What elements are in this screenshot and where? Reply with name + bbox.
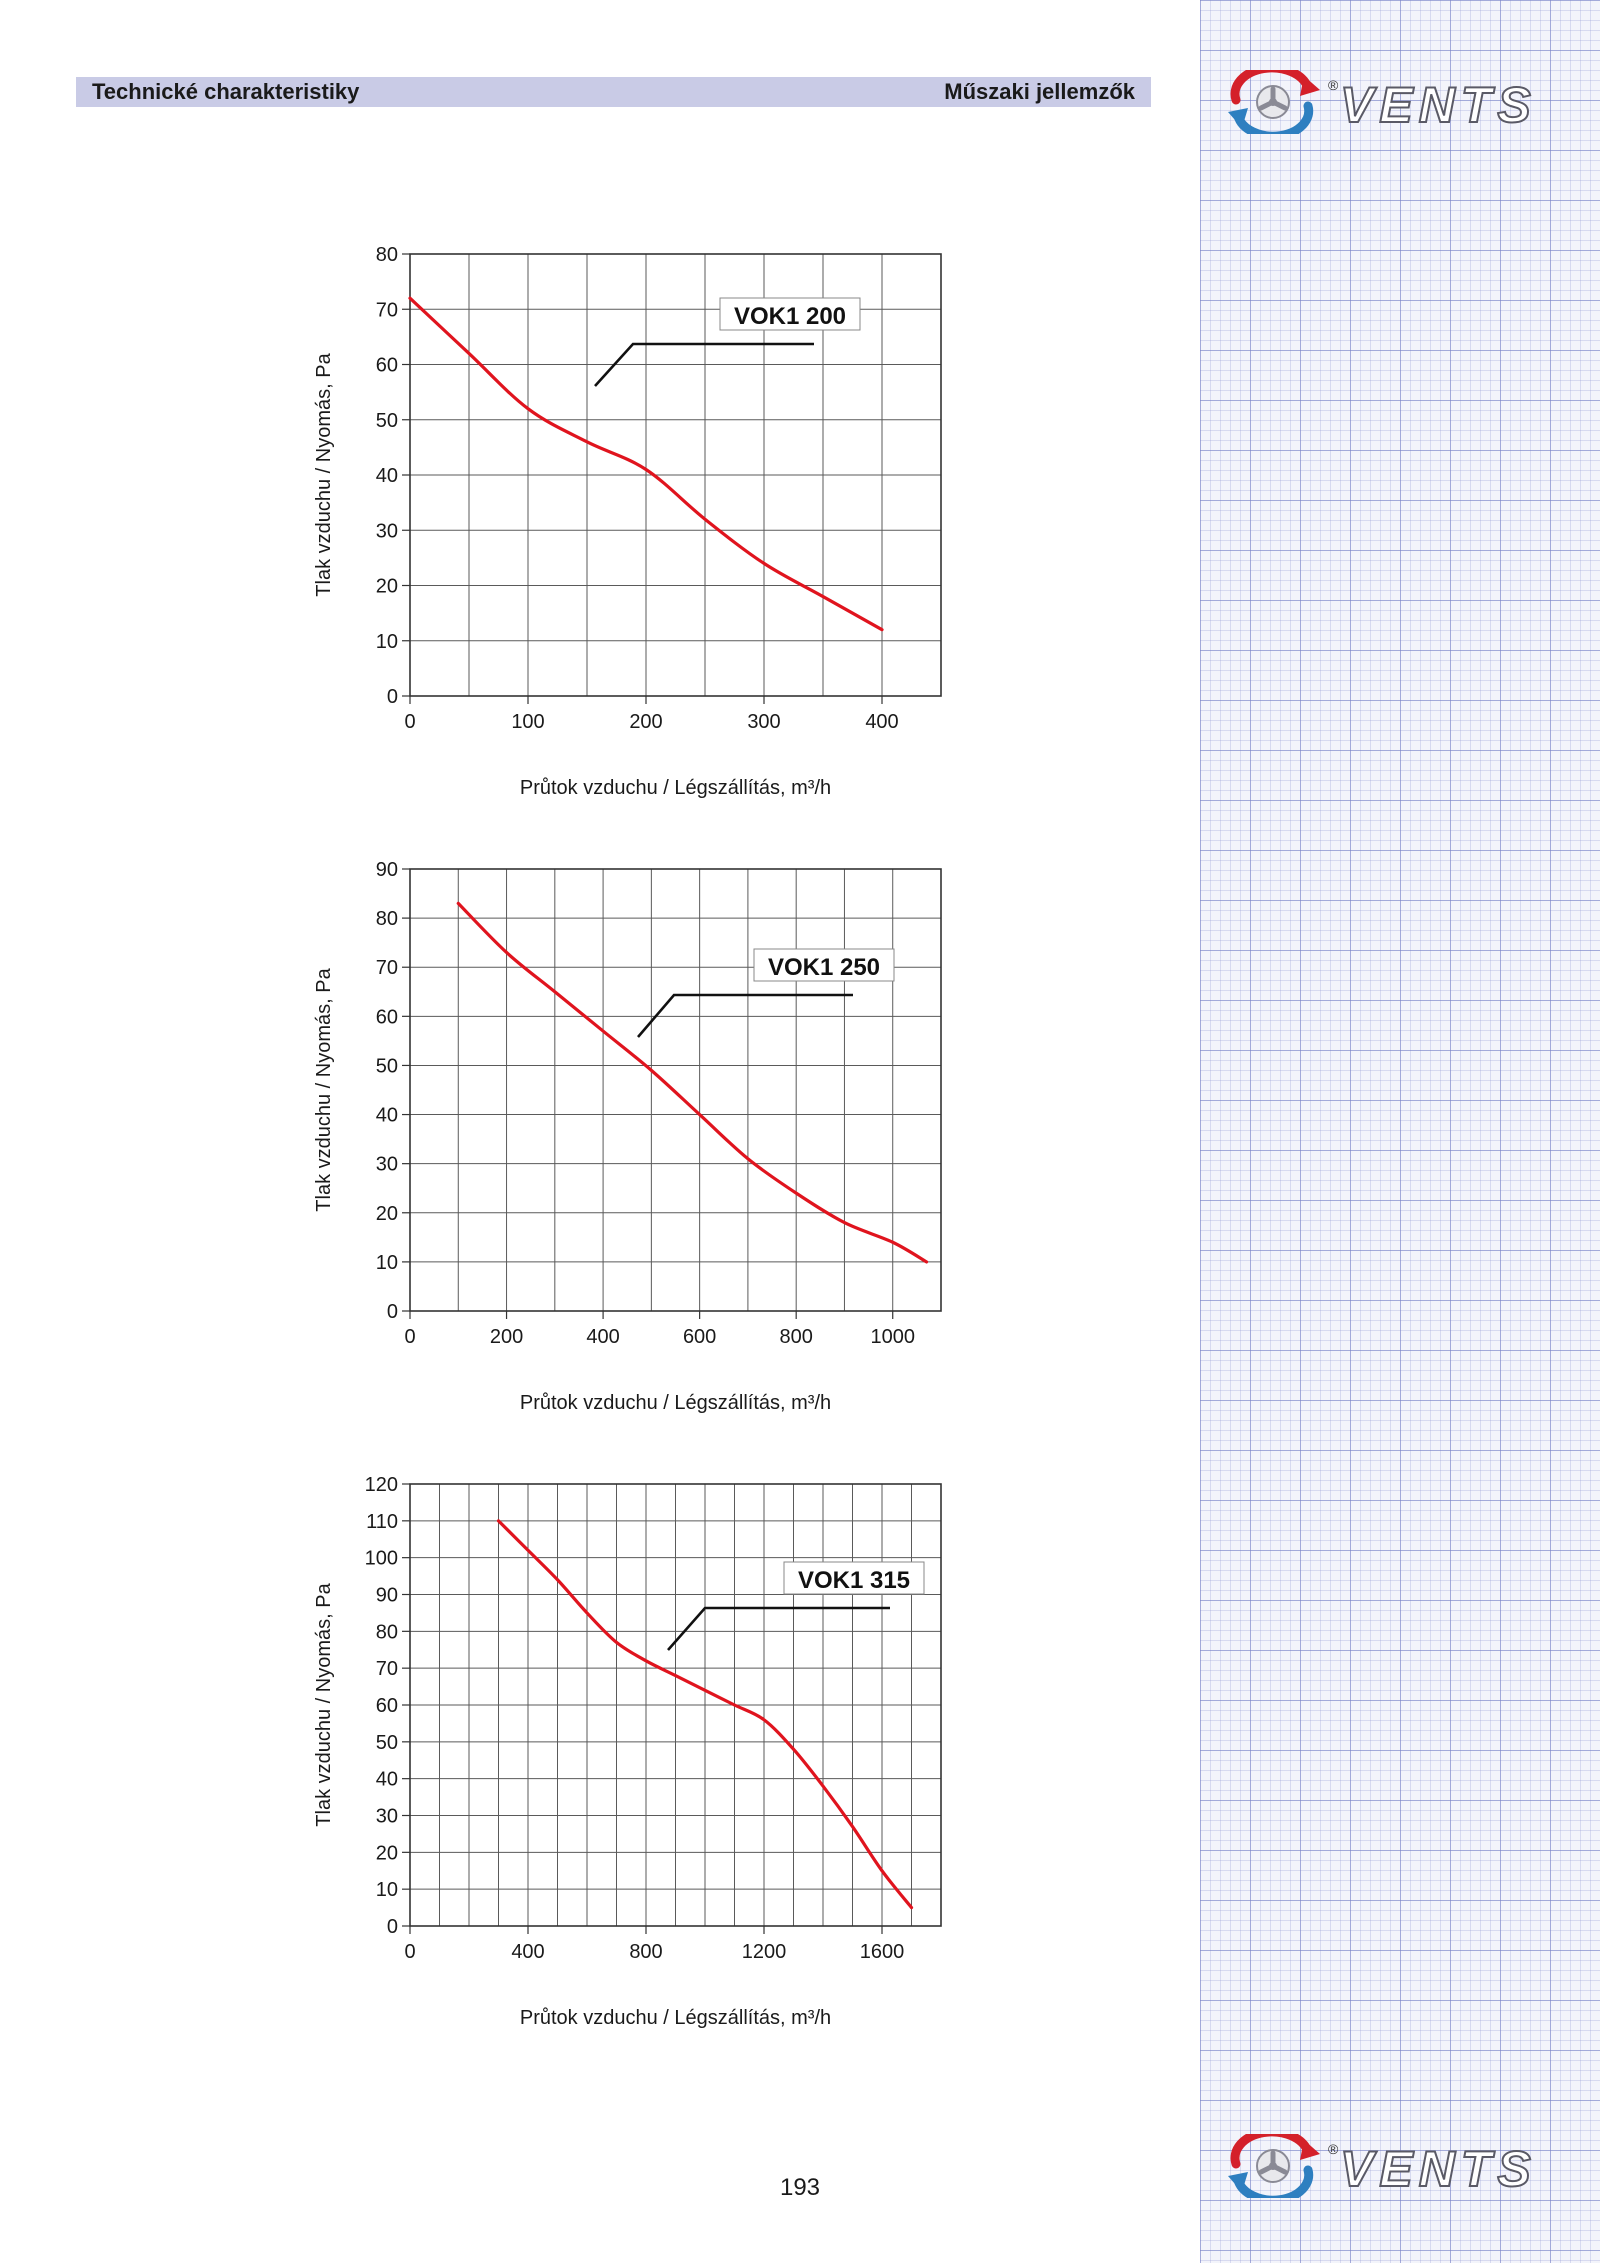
series-curve [456, 901, 929, 1264]
x-tick-label: 1600 [860, 1941, 905, 1963]
y-tick-label: 80 [376, 908, 398, 930]
registered-mark: ® [1328, 77, 1339, 93]
y-tick-label: 50 [376, 1055, 398, 1077]
y-tick-label: 10 [376, 1879, 398, 1901]
y-tick-label: 110 [366, 1511, 398, 1533]
vents-logo-top: ® VENTS [1228, 70, 1537, 134]
y-tick-label: 40 [376, 1769, 398, 1791]
chart-svg-vok1-200: 0 10 20 30 40 50 60 70 80 0 100 200 300 400 Průtok vzd… [313, 244, 942, 799]
x-tick-label: 400 [586, 1326, 619, 1348]
y-tick-label: 120 [365, 1474, 398, 1496]
page-number: 193 [779, 2174, 821, 2201]
y-tick-label: 40 [376, 465, 398, 487]
callout-box [719, 297, 861, 331]
grid-paper-sidebar [1200, 0, 1600, 2263]
section-title-czech: Technické charakteristiky [92, 79, 360, 104]
y-tick-label: 90 [376, 1585, 398, 1607]
y-tick-label: 10 [376, 631, 398, 653]
x-tick-label: 1200 [742, 1941, 787, 1963]
callout-box [753, 948, 895, 982]
y-tick-label: 60 [376, 355, 398, 377]
x-tick-label: 300 [747, 711, 780, 733]
fan-emblem-icon [1228, 2134, 1320, 2198]
y-axis-label: Tlak vzduchu / Nyomás, Pa [313, 352, 335, 596]
y-tick-label: 60 [376, 1695, 398, 1717]
fan-emblem-icon [1228, 70, 1320, 134]
x-tick-label: 800 [629, 1941, 662, 1963]
x-tick-label: 600 [683, 1326, 716, 1348]
y-axis-label: Tlak vzduchu / Nyomás, Pa [313, 1582, 335, 1826]
y-axis-label: Tlak vzduchu / Nyomás, Pa [313, 967, 335, 1211]
x-axis-label: Průtok vzduchu / Légszállítás, m³/h [520, 777, 831, 799]
y-tick-label: 20 [376, 1842, 398, 1864]
y-tick-label: 60 [376, 1006, 398, 1028]
x-tick-label: 400 [511, 1941, 544, 1963]
y-tick-label: 0 [387, 686, 398, 708]
x-axis-label: Průtok vzduchu / Légszállítás, m³/h [520, 1392, 831, 1414]
vents-wordmark: VENTS [1340, 77, 1537, 133]
callout-leader-line [667, 1606, 890, 1651]
x-tick-label: 400 [865, 711, 898, 733]
y-tick-label: 80 [376, 244, 398, 266]
section-header-bar: Technické charakteristiky Műszaki jellem… [76, 77, 1151, 107]
y-tick-label: 30 [376, 520, 398, 542]
chart-vok1-200: 0 10 20 30 40 50 60 70 80 0 100 200 300 400 Průtok vzd… [300, 240, 980, 800]
y-tick-label: 70 [376, 299, 398, 321]
series-curve [408, 296, 884, 632]
y-tick-label: 20 [376, 1203, 398, 1225]
x-tick-label: 0 [404, 711, 415, 733]
y-tick-label: 70 [376, 957, 398, 979]
series-curve [496, 1519, 914, 1910]
y-tick-label: 10 [376, 1252, 398, 1274]
vents-logo-bottom: ® VENTS [1228, 2134, 1537, 2198]
chart-svg-vok1-250: 0 10 20 30 40 50 60 70 80 90 0 200 400 600 800 1000 Průt… [313, 859, 942, 1414]
y-tick-label: 0 [387, 1301, 398, 1323]
y-tick-label: 70 [376, 1658, 398, 1680]
chart-vok1-315: 0 10 20 30 40 50 60 70 80 90 100 110 120 0 400 800 1200 1… [300, 1470, 980, 2030]
y-tick-label: 30 [376, 1806, 398, 1828]
y-tick-label: 50 [376, 410, 398, 432]
callout-leader-line [637, 993, 853, 1038]
series-name-label: VOK1 250 [768, 954, 880, 981]
section-title-hungarian: Műszaki jellemzők [944, 79, 1135, 104]
y-tick-label: 90 [376, 859, 398, 881]
y-tick-label: 80 [376, 1621, 398, 1643]
x-tick-label: 200 [490, 1326, 523, 1348]
callout-box [783, 1561, 925, 1595]
y-tick-label: 40 [376, 1105, 398, 1127]
x-tick-label: 800 [779, 1326, 812, 1348]
y-tick-label: 0 [387, 1916, 398, 1938]
chart-vok1-250: 0 10 20 30 40 50 60 70 80 90 0 200 400 600 800 1000 Průt… [300, 855, 980, 1415]
vents-wordmark: VENTS [1340, 2141, 1537, 2197]
x-axis-label: Průtok vzduchu / Légszállítás, m³/h [520, 2007, 831, 2029]
x-tick-label: 0 [404, 1326, 415, 1348]
y-tick-label: 50 [376, 1732, 398, 1754]
series-name-label: VOK1 200 [734, 303, 846, 330]
callout-leader-line [594, 342, 814, 387]
plot-frame [409, 868, 942, 1312]
y-tick-label: 30 [376, 1154, 398, 1176]
series-name-label: VOK1 315 [798, 1567, 910, 1594]
y-tick-label: 100 [365, 1548, 398, 1570]
x-tick-label: 100 [511, 711, 544, 733]
x-tick-label: 200 [629, 711, 662, 733]
y-tick-label: 20 [376, 576, 398, 598]
x-tick-label: 1000 [870, 1326, 915, 1348]
registered-mark: ® [1328, 2141, 1339, 2157]
x-tick-label: 0 [404, 1941, 415, 1963]
